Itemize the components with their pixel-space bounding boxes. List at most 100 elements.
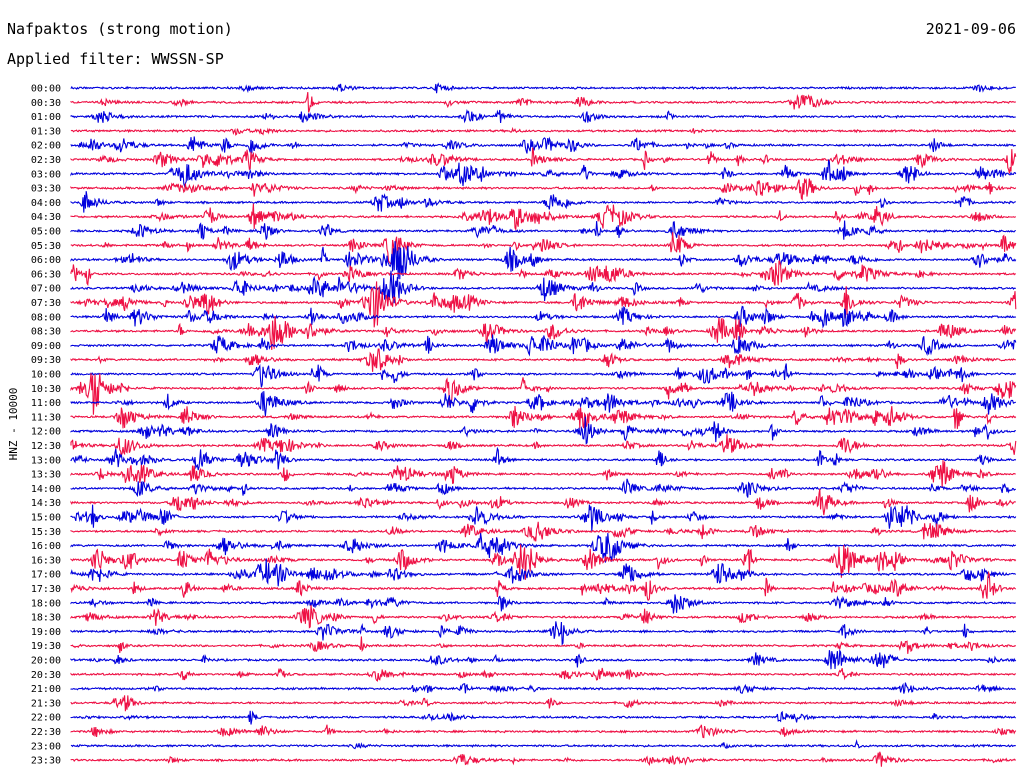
row-time-label: 16:00 [31,541,61,552]
trace-line [70,682,1016,694]
trace-line [70,373,1017,415]
trace-line [70,82,1016,94]
trace-line [70,544,1017,580]
row-time-label: 13:00 [31,455,61,466]
trace-line [70,460,1016,489]
trace-line [70,724,1017,739]
trace-line [70,478,1016,498]
row-time-label: 17:30 [31,584,61,595]
row-time-label: 14:00 [31,484,61,495]
trace-line [70,147,1017,174]
trace-line [70,667,1016,682]
row-time-label: 04:30 [31,212,61,223]
row-time-label: 23:00 [31,741,61,752]
row-time-label: 21:30 [31,698,61,709]
row-time-label: 19:30 [31,641,61,652]
y-axis-label: HNZ - 10000 [7,388,20,461]
page-title: Nafpaktos (strong motion) [7,20,233,38]
trace-line [70,108,1016,124]
trace-line [70,270,1016,306]
row-time-label: 11:00 [31,398,61,409]
trace-line [70,504,1017,532]
trace-line [70,241,1017,280]
trace-line [70,434,1017,456]
row-time-label: 18:00 [31,598,61,609]
trace-line [70,405,1017,429]
trace-line [70,178,1017,201]
trace-line [70,416,1016,445]
row-time-label: 23:30 [31,756,61,767]
row-time-label: 21:00 [31,684,61,695]
trace-line [70,191,1016,213]
row-time-label: 00:00 [31,84,61,95]
trace-line [70,521,1016,542]
date-label: 2021-09-06 [925,20,1016,38]
row-time-label: 05:00 [31,227,61,238]
trace-line [70,558,1016,587]
trace-line [70,710,1016,725]
row-time-label: 20:30 [31,670,61,681]
trace-line [70,739,1016,750]
row-time-label: 18:30 [31,613,61,624]
trace-line [70,751,1017,767]
row-time-label: 02:00 [31,141,61,152]
row-time-label: 08:00 [31,312,61,323]
row-time-label: 10:30 [31,384,61,395]
trace-line [70,203,1016,232]
trace-line [70,220,1016,240]
row-time-label: 05:30 [31,241,61,252]
row-time-label: 20:00 [31,656,61,667]
row-time-label: 17:00 [31,570,61,581]
row-time-label: 03:00 [31,169,61,180]
row-time-label: 07:00 [31,284,61,295]
row-time-label: 19:00 [31,627,61,638]
trace-line [70,648,1017,670]
trace-line [70,281,1017,328]
row-time-label: 04:00 [31,198,61,209]
trace-line [70,348,1016,372]
trace-line [70,315,1017,350]
trace-line [70,334,1017,357]
row-time-label: 09:00 [31,341,61,352]
trace-line [70,92,1016,113]
row-time-label: 08:30 [31,327,61,338]
row-time-label: 12:00 [31,427,61,438]
row-time-label: 01:30 [31,126,61,137]
trace-line [70,636,1017,654]
trace-line [70,232,1017,265]
trace-line [70,446,1017,471]
trace-line [70,621,1016,646]
row-time-label: 00:30 [31,98,61,109]
row-time-label: 10:00 [31,370,61,381]
trace-line [70,570,1017,601]
row-time-label: 15:00 [31,513,61,524]
row-time-label: 14:30 [31,498,61,509]
filter-label: Applied filter: WWSSN-SP [7,50,224,68]
trace-line [70,605,1017,629]
row-time-label: 16:30 [31,555,61,566]
trace-line [70,126,1016,136]
trace-line [70,158,1017,189]
row-time-label: 07:30 [31,298,61,309]
row-time-label: 13:30 [31,470,61,481]
row-time-label: 03:30 [31,184,61,195]
row-time-label: 02:30 [31,155,61,166]
row-time-label: 12:30 [31,441,61,452]
trace-line [70,260,1016,287]
row-time-label: 11:30 [31,412,61,423]
trace-line [70,363,1017,388]
trace-line [70,488,1016,516]
row-time-label: 22:00 [31,713,61,724]
row-time-label: 06:00 [31,255,61,266]
trace-line [70,305,1017,329]
row-time-label: 06:30 [31,269,61,280]
row-time-label: 15:30 [31,527,61,538]
trace-line [70,695,1017,712]
trace-line [70,594,1016,614]
trace-line [70,136,1016,154]
row-time-label: 01:00 [31,112,61,123]
trace-line [70,533,1017,563]
row-time-label: 22:30 [31,727,61,738]
trace-line [70,391,1017,417]
